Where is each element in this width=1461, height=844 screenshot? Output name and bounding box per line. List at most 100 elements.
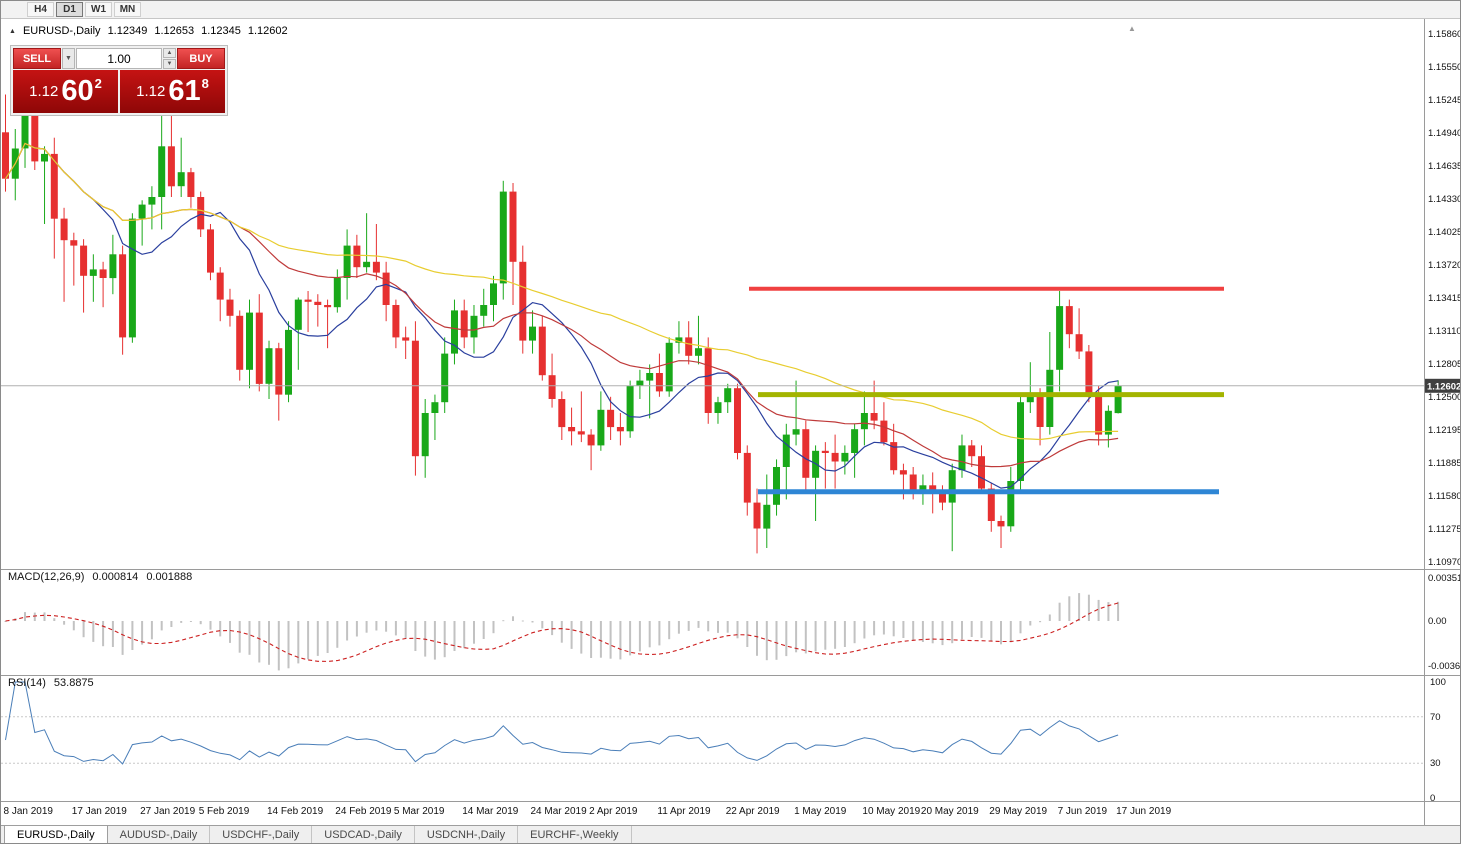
volume-input[interactable] bbox=[76, 48, 162, 69]
svg-text:1.11580: 1.11580 bbox=[1428, 491, 1461, 502]
timeframe-buttons: H4 D1 W1 MN bbox=[27, 2, 141, 17]
svg-text:1.10970: 1.10970 bbox=[1428, 557, 1461, 568]
macd-header: MACD(12,26,9) 0.000814 0.001888 bbox=[8, 571, 192, 583]
volume-spinner: ▲ ▼ bbox=[163, 48, 176, 69]
svg-text:20 May 2019: 20 May 2019 bbox=[921, 806, 979, 817]
buy-price-sup: 8 bbox=[201, 76, 209, 91]
svg-text:1.15550: 1.15550 bbox=[1428, 62, 1461, 73]
svg-text:1.13110: 1.13110 bbox=[1428, 326, 1461, 337]
svg-text:24 Feb 2019: 24 Feb 2019 bbox=[335, 806, 392, 817]
macd-axis: 0.003518 0.00 -0.00367 bbox=[1428, 573, 1461, 672]
svg-text:11 Apr 2019: 11 Apr 2019 bbox=[657, 806, 711, 817]
candles-layer bbox=[2, 89, 1122, 554]
sell-button[interactable]: SELL bbox=[13, 48, 61, 69]
chart-tab-audusd-daily[interactable]: AUDUSD-,Daily bbox=[108, 826, 211, 843]
svg-text:0.003518: 0.003518 bbox=[1428, 573, 1461, 584]
svg-text:5 Mar 2019: 5 Mar 2019 bbox=[394, 806, 445, 817]
buy-button[interactable]: BUY bbox=[177, 48, 225, 69]
svg-text:1.12500: 1.12500 bbox=[1428, 392, 1461, 403]
svg-text:8 Jan 2019: 8 Jan 2019 bbox=[4, 806, 54, 817]
sell-price-prefix: 1.12 bbox=[29, 83, 59, 100]
svg-text:1.12195: 1.12195 bbox=[1428, 425, 1461, 436]
svg-text:5 Feb 2019: 5 Feb 2019 bbox=[199, 806, 250, 817]
svg-text:100: 100 bbox=[1430, 677, 1446, 688]
ohlc-low: 1.12345 bbox=[201, 25, 241, 37]
svg-text:1.14025: 1.14025 bbox=[1428, 227, 1461, 238]
volume-decrease-button[interactable]: ▼ bbox=[163, 59, 176, 69]
chart-symbol-header: ▲ EURUSD-,Daily 1.12349 1.12653 1.12345 … bbox=[9, 25, 288, 37]
symbol-name: EURUSD-,Daily bbox=[22, 25, 101, 37]
date-axis: 8 Jan 2019 17 Jan 2019 27 Jan 2019 5 Feb 20… bbox=[4, 806, 1172, 817]
svg-text:1 May 2019: 1 May 2019 bbox=[794, 806, 847, 817]
svg-text:1.15245: 1.15245 bbox=[1428, 95, 1461, 106]
chart-tab-usdcnh-daily[interactable]: USDCNH-,Daily bbox=[415, 826, 519, 843]
volume-increase-button[interactable]: ▲ bbox=[163, 48, 176, 58]
svg-text:1.15860: 1.15860 bbox=[1428, 29, 1461, 40]
rsi-axis: 100 70 30 0 bbox=[1430, 677, 1446, 804]
macd-histogram bbox=[4, 593, 1120, 671]
timeframe-toolbar: H4 D1 W1 MN bbox=[1, 1, 1460, 19]
rsi-value: 53.8875 bbox=[53, 677, 94, 689]
svg-text:0.00: 0.00 bbox=[1428, 616, 1447, 627]
chart-canvas[interactable]: 1.15860 1.15550 1.15245 1.14940 1.14635 1.143… bbox=[1, 19, 1461, 825]
svg-text:14 Mar 2019: 14 Mar 2019 bbox=[462, 806, 519, 817]
ohlc-high: 1.12653 bbox=[154, 25, 195, 37]
one-click-trading-panel: SELL ▼ ▲ ▼ BUY 1.12 60 2 1.12 61 8 bbox=[10, 45, 228, 116]
svg-text:27 Jan 2019: 27 Jan 2019 bbox=[140, 806, 195, 817]
price-axis: 1.15860 1.15550 1.15245 1.14940 1.14635 1.143… bbox=[1428, 29, 1461, 568]
macd-signal-line bbox=[5, 602, 1119, 662]
current-price-badge bbox=[1425, 378, 1460, 393]
macd-value-main: 0.000814 bbox=[92, 571, 139, 583]
timeframe-button-h4[interactable]: H4 bbox=[27, 2, 54, 17]
sell-price-display[interactable]: 1.12 60 2 bbox=[13, 70, 118, 113]
one-click-collapse-icon[interactable]: ▲ bbox=[9, 27, 16, 35]
svg-text:70: 70 bbox=[1430, 712, 1441, 723]
macd-title: MACD(12,26,9) bbox=[8, 571, 85, 583]
ohlc-close: 1.12602 bbox=[247, 25, 288, 37]
svg-text:1.14330: 1.14330 bbox=[1428, 194, 1461, 205]
svg-text:14 Feb 2019: 14 Feb 2019 bbox=[267, 806, 324, 817]
svg-text:1.12805: 1.12805 bbox=[1428, 359, 1461, 370]
chart-tab-usdchf-daily[interactable]: USDCHF-,Daily bbox=[210, 826, 313, 843]
svg-text:10 May 2019: 10 May 2019 bbox=[862, 806, 920, 817]
svg-text:7 Jun 2019: 7 Jun 2019 bbox=[1058, 806, 1108, 817]
svg-text:1.14940: 1.14940 bbox=[1428, 128, 1461, 139]
svg-text:2 Apr 2019: 2 Apr 2019 bbox=[589, 806, 638, 817]
svg-text:22 Apr 2019: 22 Apr 2019 bbox=[726, 806, 780, 817]
svg-text:1.13415: 1.13415 bbox=[1428, 293, 1461, 304]
rsi-header: RSI(14) 53.8875 bbox=[8, 677, 94, 689]
buy-price-big: 61 bbox=[168, 75, 201, 107]
chart-tabs-bar: EURUSD-,Daily AUDUSD-,Daily USDCHF-,Daily U… bbox=[1, 825, 1460, 843]
svg-text:0: 0 bbox=[1430, 793, 1435, 804]
chart-tab-eurchf-weekly[interactable]: EURCHF-,Weekly bbox=[518, 826, 632, 843]
svg-text:-0.00367: -0.00367 bbox=[1428, 661, 1461, 672]
chart-tab-eurusd-daily[interactable]: EURUSD-,Daily bbox=[4, 826, 108, 843]
volume-dropdown-button[interactable]: ▼ bbox=[62, 48, 75, 69]
svg-text:1.11885: 1.11885 bbox=[1428, 458, 1461, 469]
svg-text:1.14635: 1.14635 bbox=[1428, 161, 1461, 172]
svg-text:29 May 2019: 29 May 2019 bbox=[989, 806, 1047, 817]
svg-text:17 Jan 2019: 17 Jan 2019 bbox=[72, 806, 127, 817]
timeframe-button-w1[interactable]: W1 bbox=[85, 2, 112, 17]
svg-text:1.11275: 1.11275 bbox=[1428, 524, 1461, 535]
svg-text:1.13720: 1.13720 bbox=[1428, 260, 1461, 271]
horizontal-lines-layer bbox=[749, 286, 1224, 495]
svg-text:17 Jun 2019: 17 Jun 2019 bbox=[1116, 806, 1171, 817]
svg-text:1.12602: 1.12602 bbox=[1427, 381, 1461, 392]
timeframe-button-d1[interactable]: D1 bbox=[56, 2, 83, 17]
macd-value-signal: 0.001888 bbox=[146, 571, 193, 583]
sell-price-big: 60 bbox=[61, 75, 94, 107]
moving-averages-layer bbox=[4, 142, 1119, 489]
buy-price-prefix: 1.12 bbox=[136, 83, 166, 100]
ohlc-open: 1.12349 bbox=[107, 25, 148, 37]
timeframe-button-mn[interactable]: MN bbox=[114, 2, 141, 17]
rsi-line bbox=[5, 681, 1119, 765]
svg-text:30: 30 bbox=[1430, 758, 1441, 769]
chart-tab-usdcad-daily[interactable]: USDCAD-,Daily bbox=[312, 826, 415, 843]
chart-scroll-marker-icon: ▲ bbox=[1128, 24, 1136, 33]
rsi-title: RSI(14) bbox=[8, 677, 46, 689]
sell-price-sup: 2 bbox=[94, 76, 102, 91]
svg-text:24 Mar 2019: 24 Mar 2019 bbox=[531, 806, 588, 817]
buy-price-display[interactable]: 1.12 61 8 bbox=[120, 70, 225, 113]
